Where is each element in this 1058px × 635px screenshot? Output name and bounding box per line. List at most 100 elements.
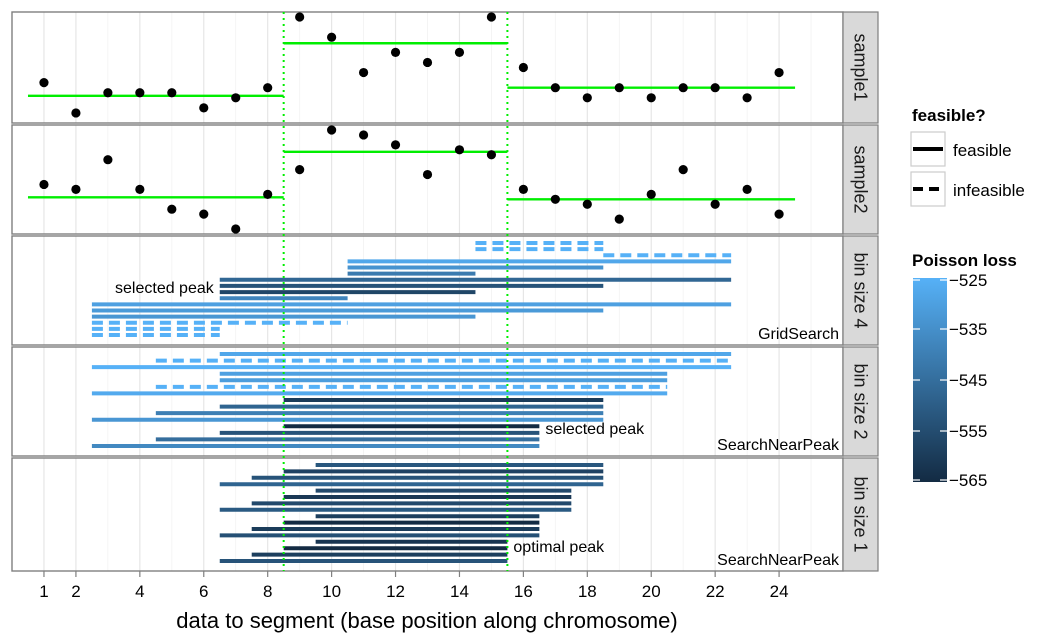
facet-strip <box>842 457 879 572</box>
data-point <box>135 184 145 194</box>
bin-size-2-layer: SearchNearPeak selected peak <box>91 352 840 454</box>
x-tick-label: 24 <box>770 582 789 601</box>
search-method-label: SearchNearPeak <box>717 552 840 569</box>
x-tick-label: 1 <box>39 582 48 601</box>
data-point <box>199 103 209 113</box>
data-point <box>710 199 720 209</box>
data-point <box>678 83 688 93</box>
sample1-layer <box>27 12 796 118</box>
data-point <box>518 62 528 73</box>
loss-tick-label: −545 <box>949 371 987 390</box>
data-point <box>486 150 497 160</box>
data-point <box>742 184 752 194</box>
facet-strip <box>842 11 879 124</box>
data-point <box>327 125 337 135</box>
loss-tick-label: −565 <box>949 471 987 490</box>
sample2-layer <box>27 125 796 234</box>
data-point <box>71 108 81 118</box>
data-point <box>103 155 113 165</box>
data-point <box>710 83 720 93</box>
feasible-legend-title: feasible? <box>912 106 986 125</box>
x-tick-label: 12 <box>386 582 405 601</box>
infeasible-legend-label: infeasible <box>953 181 1025 200</box>
data-point <box>103 88 113 98</box>
facet-strip-label: bin size 1 <box>851 476 871 552</box>
x-tick-label: 2 <box>71 582 80 601</box>
data-point <box>327 32 337 42</box>
data-point <box>646 189 656 199</box>
loss-tick-label: −555 <box>949 422 987 441</box>
x-tick-label: 14 <box>450 582 469 601</box>
x-tick-label: 20 <box>642 582 661 601</box>
facet-strips: sample1 sample2 bin size 4 bin size 2 bin si… <box>842 11 879 572</box>
facet-strip-label: sample1 <box>851 33 871 101</box>
x-axis-title: data to segment (base position along chr… <box>176 608 677 633</box>
peak-annotation: optimal peak <box>513 539 605 556</box>
data-point <box>582 93 592 103</box>
loss-legend-title: Poisson loss <box>912 251 1017 270</box>
search-method-label: SearchNearPeak <box>717 437 840 454</box>
x-tick-label: 22 <box>706 582 725 601</box>
facet-strip-label: bin size 2 <box>851 363 871 439</box>
facet-strip <box>842 346 879 457</box>
data-point <box>582 199 592 209</box>
data-point <box>678 165 688 175</box>
data-point <box>614 83 624 93</box>
loss-tick-label: −525 <box>949 271 987 290</box>
data-point <box>358 130 369 140</box>
data-point <box>518 184 528 194</box>
data-point <box>263 83 273 93</box>
facet-strip <box>842 235 879 346</box>
bin-size-4-layer: GridSearch selected peak <box>91 241 839 343</box>
data-point <box>231 224 241 234</box>
data-point <box>614 214 624 224</box>
data-point <box>167 204 177 214</box>
data-point <box>390 140 401 150</box>
x-tick-label: 16 <box>514 582 533 601</box>
peak-annotation: selected peak <box>115 280 215 297</box>
bin-size-1-layer: SearchNearPeak optimal peak <box>219 463 840 569</box>
x-tick-label: 10 <box>322 582 341 601</box>
x-tick-label: 18 <box>578 582 597 601</box>
feasible-legend-label: feasible <box>953 141 1012 160</box>
legends: feasible? feasible infeasible Poisson lo… <box>910 106 1025 490</box>
peak-annotation: selected peak <box>545 421 645 438</box>
data-point <box>263 189 273 199</box>
data-point <box>39 179 49 190</box>
data-point <box>422 169 433 180</box>
loss-tick-label: −535 <box>949 320 987 339</box>
data-point <box>295 165 305 175</box>
facet-strip <box>842 124 879 235</box>
data-point <box>135 88 145 98</box>
data-point <box>454 47 465 57</box>
x-tick-label: 4 <box>135 582 144 601</box>
data-point <box>231 93 241 103</box>
data-point <box>550 194 560 204</box>
data-point <box>295 12 305 22</box>
data-point <box>358 67 369 78</box>
data-point <box>71 184 81 194</box>
data-point <box>39 78 49 88</box>
panels: GridSearch selected peak SearchNearPeak sel… <box>11 11 844 572</box>
x-tick-label: 6 <box>199 582 208 601</box>
data-point <box>390 47 401 57</box>
data-point <box>646 93 656 103</box>
x-axis: data to segment (base position along chr… <box>39 571 789 633</box>
data-point <box>486 12 497 22</box>
search-method-label: GridSearch <box>758 326 839 343</box>
data-point <box>774 67 784 78</box>
panel-1 <box>11 11 844 124</box>
data-point <box>742 93 752 103</box>
facet-strip-label: bin size 4 <box>851 252 871 328</box>
data-point <box>422 57 433 68</box>
data-point <box>550 83 560 93</box>
data-point <box>454 145 465 155</box>
data-point <box>774 209 784 219</box>
facet-strip-label: sample2 <box>851 145 871 213</box>
panel-2 <box>11 124 844 235</box>
x-tick-label: 8 <box>263 582 272 601</box>
data-point <box>199 209 209 219</box>
data-point <box>167 88 177 98</box>
loss-colorbar-ticks: −525 −535 −545 −555 −565 <box>913 271 987 490</box>
